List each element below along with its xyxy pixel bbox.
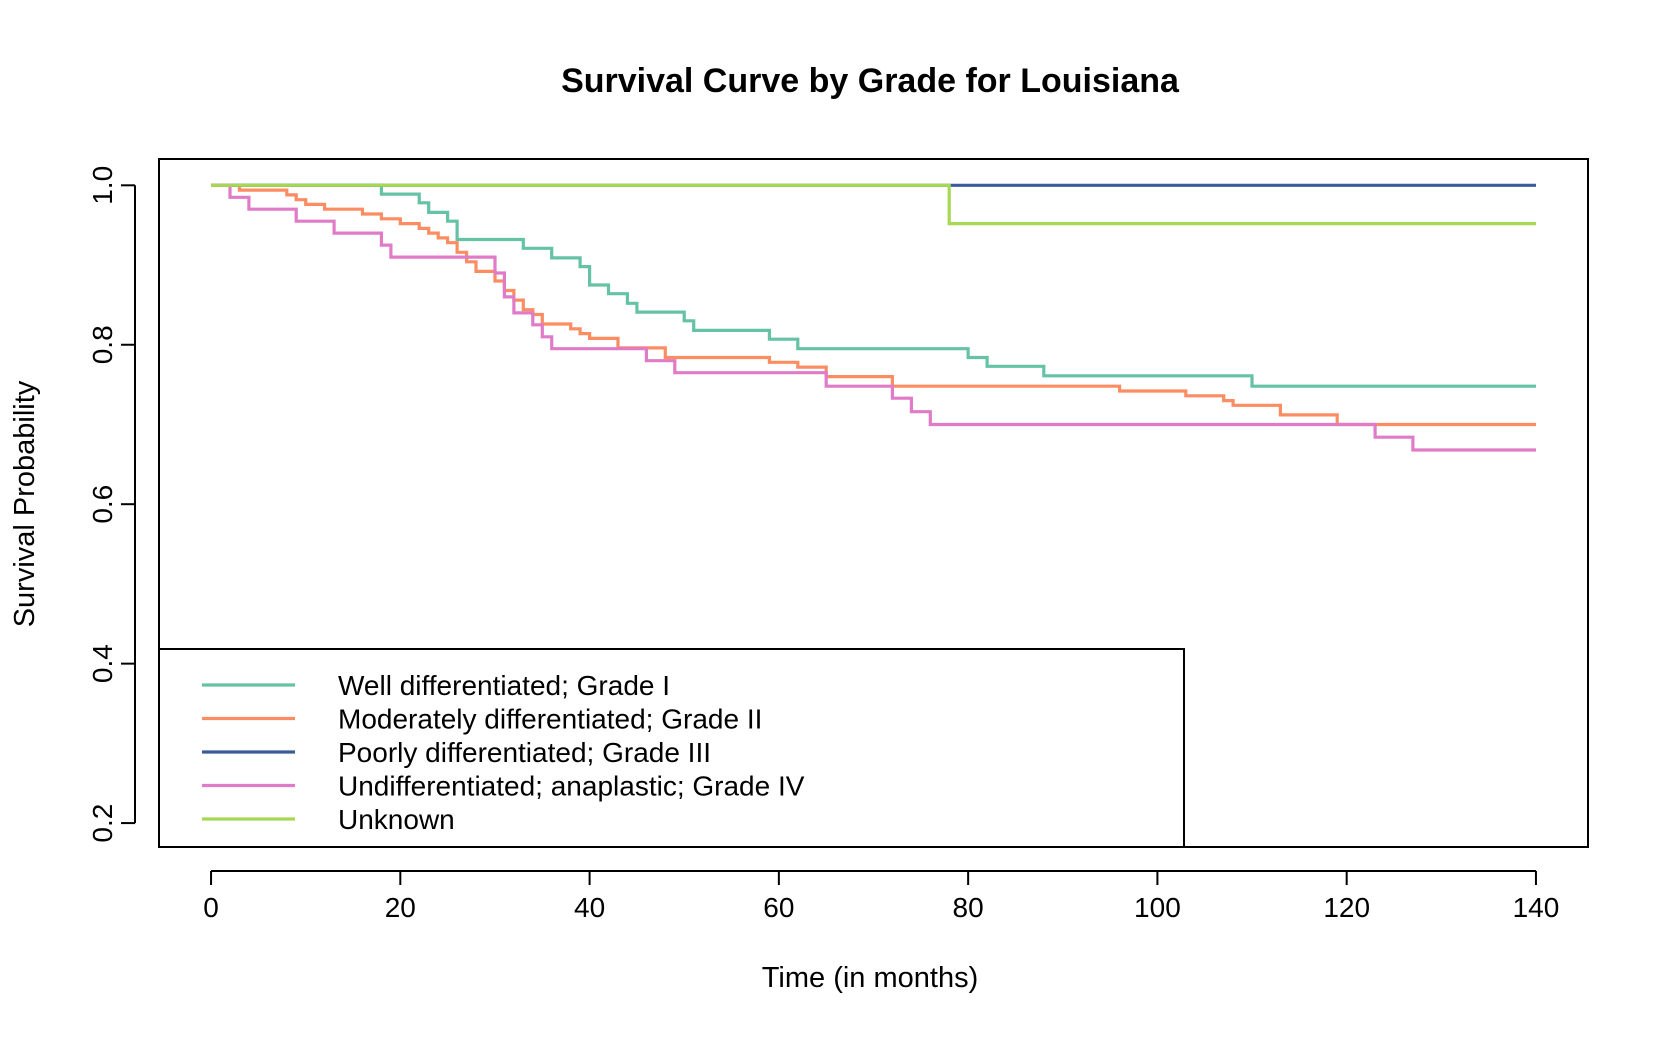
x-tick-label: 120 <box>1323 892 1370 923</box>
y-axis: 0.2 0.4 0.6 0.8 1.0 <box>87 166 136 843</box>
x-tick-label: 0 <box>203 892 219 923</box>
x-tick-label: 140 <box>1513 892 1560 923</box>
chart-title: Survival Curve by Grade for Louisiana <box>561 62 1180 100</box>
y-tick-label: 0.6 <box>87 485 118 524</box>
legend-entry-label: Unknown <box>338 804 455 835</box>
legend-entry-label: Poorly differentiated; Grade III <box>338 737 711 768</box>
y-axis-label: Survival Probability <box>9 380 41 627</box>
x-tick-label: 100 <box>1134 892 1181 923</box>
x-axis: 0 20 40 60 80 100 120 140 <box>203 870 1560 923</box>
series-line-4 <box>211 183 1536 452</box>
y-tick-label: 0.8 <box>87 325 118 364</box>
series-line-5 <box>211 183 1536 226</box>
y-tick-label: 0.2 <box>87 804 118 843</box>
legend-entry-label: Well differentiated; Grade I <box>338 670 670 701</box>
x-axis-label: Time (in months) <box>762 962 978 994</box>
x-tick-label: 60 <box>763 892 794 923</box>
x-tick-label: 20 <box>385 892 416 923</box>
series-layer <box>211 183 1536 452</box>
series-line-2 <box>211 183 1536 427</box>
legend-box <box>158 648 1185 848</box>
x-tick-label: 40 <box>574 892 605 923</box>
series-line-1 <box>211 183 1536 388</box>
legend-entry-label: Undifferentiated; anaplastic; Grade IV <box>338 771 805 802</box>
y-tick-label: 0.4 <box>87 644 118 683</box>
y-tick-label: 1.0 <box>87 166 118 205</box>
x-tick-label: 80 <box>953 892 984 923</box>
legend-entry-label: Moderately differentiated; Grade II <box>338 704 762 735</box>
